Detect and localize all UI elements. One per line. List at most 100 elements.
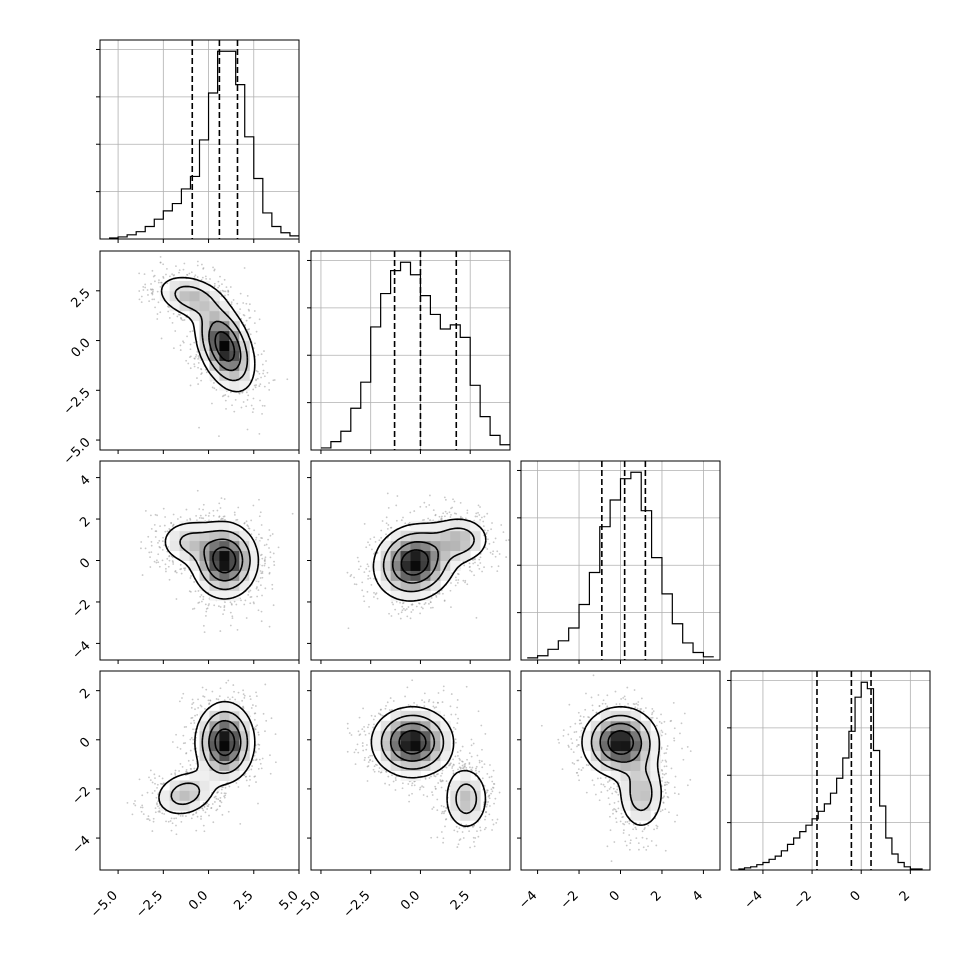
- scatter-dot: [442, 512, 445, 515]
- scatter-dot: [257, 580, 260, 583]
- contour-level-1: [382, 527, 475, 593]
- scatter-dot: [394, 777, 397, 779]
- scatter-dot: [666, 745, 669, 747]
- contour-level-3: [607, 729, 635, 755]
- scatter-dot: [373, 765, 376, 768]
- scatter-dot: [140, 295, 143, 298]
- scatter-dot: [189, 330, 192, 333]
- scatter-dot: [159, 525, 161, 528]
- scatter-dot: [171, 556, 174, 559]
- scatter-dot: [255, 378, 257, 381]
- scatter-dot: [368, 544, 371, 546]
- scatter-dot: [267, 566, 270, 569]
- density-cell: [430, 720, 441, 732]
- scatter-dot: [235, 782, 238, 784]
- scatter-dot: [477, 710, 480, 713]
- scatter-dot: [263, 375, 266, 378]
- density-cell: [640, 770, 651, 781]
- y-tick-label: −5.0: [61, 435, 94, 468]
- scatter-dot: [195, 812, 198, 815]
- scatter-dot: [412, 608, 414, 611]
- scatter-dot: [248, 784, 251, 787]
- scatter-dot: [423, 501, 426, 504]
- density-cell: [390, 560, 402, 571]
- panel-content: [140, 489, 294, 634]
- scatter-dot: [190, 271, 193, 274]
- scatter-dot: [252, 397, 255, 400]
- scatter-dot: [595, 711, 598, 714]
- scatter-dot: [249, 333, 252, 336]
- x-tick-label: 0.0: [398, 888, 423, 913]
- scatter-dot: [221, 289, 224, 292]
- scatter-dot: [242, 707, 245, 710]
- scatter-dot: [158, 279, 160, 282]
- scatter-dot: [198, 508, 201, 510]
- contour-lines: [160, 276, 256, 393]
- scatter-dot: [653, 828, 655, 831]
- scatter-dot: [475, 765, 478, 768]
- scatter-dot: [388, 709, 391, 711]
- scatter-dot: [182, 268, 185, 271]
- scatter-dot: [237, 786, 240, 788]
- histogram-panel-1: [307, 250, 511, 451]
- scatter-dot: [490, 775, 493, 778]
- density-cell: [159, 800, 171, 811]
- scatter-dot: [489, 805, 491, 807]
- scatter-dot: [665, 783, 668, 786]
- scatter-dot: [478, 770, 481, 773]
- panel-content: [346, 679, 501, 849]
- scatter-dot: [208, 512, 211, 514]
- density-cell: [219, 770, 230, 781]
- scatter-dot: [218, 435, 220, 438]
- density-cell: [370, 740, 382, 752]
- scatter-dot: [637, 703, 639, 706]
- scatter-dot: [190, 737, 193, 739]
- panel-frame: [99, 39, 300, 240]
- scatter-dot: [465, 766, 468, 769]
- scatter-dot: [261, 594, 263, 597]
- scatter-dot: [211, 690, 214, 693]
- scatter-dot: [260, 610, 263, 613]
- density-cell: [239, 380, 250, 391]
- scatter-dot: [470, 738, 473, 741]
- scatter-dot: [212, 514, 215, 517]
- scatter-dot: [272, 379, 275, 382]
- scatter-dot: [402, 607, 405, 610]
- scatter-dot: [570, 748, 573, 751]
- scatter-dot: [168, 578, 171, 581]
- scatter-dot: [196, 350, 199, 353]
- scatter-dot: [427, 517, 430, 520]
- scatter-dot: [252, 388, 255, 391]
- scatter-dot: [672, 701, 675, 704]
- density-cell: [400, 580, 411, 591]
- scatter-dot: [218, 502, 221, 505]
- scatter-dot: [477, 511, 479, 514]
- density-cell: [450, 560, 461, 571]
- scatter-dot: [257, 802, 259, 805]
- scatter-dot: [486, 548, 489, 550]
- scatter-dot: [472, 826, 474, 828]
- contour-level-3: [214, 728, 236, 757]
- scatter-dot: [464, 765, 466, 767]
- density-cell: [219, 700, 230, 712]
- scatter-dot: [661, 759, 664, 762]
- scatter-dot: [186, 335, 188, 338]
- density-cell: [620, 760, 631, 771]
- scatter-dot: [242, 313, 245, 316]
- density-cell: [410, 560, 421, 571]
- scatter-panel-2-3: [520, 670, 721, 871]
- scatter-dot: [134, 804, 137, 807]
- scatter-dot: [262, 369, 265, 372]
- scatter-dot: [255, 781, 257, 783]
- density-cell: [590, 720, 602, 732]
- density-cell: [450, 780, 461, 791]
- scatter-dot: [455, 825, 458, 828]
- scatter-dot: [195, 515, 198, 517]
- scatter-dot: [166, 282, 169, 285]
- scatter-dot: [464, 762, 467, 765]
- x-tick-label: 4: [690, 888, 706, 904]
- scatter-dot: [218, 805, 221, 807]
- scatter-dot: [399, 708, 402, 711]
- scatter-dot: [218, 284, 221, 287]
- density-cell: [450, 800, 461, 811]
